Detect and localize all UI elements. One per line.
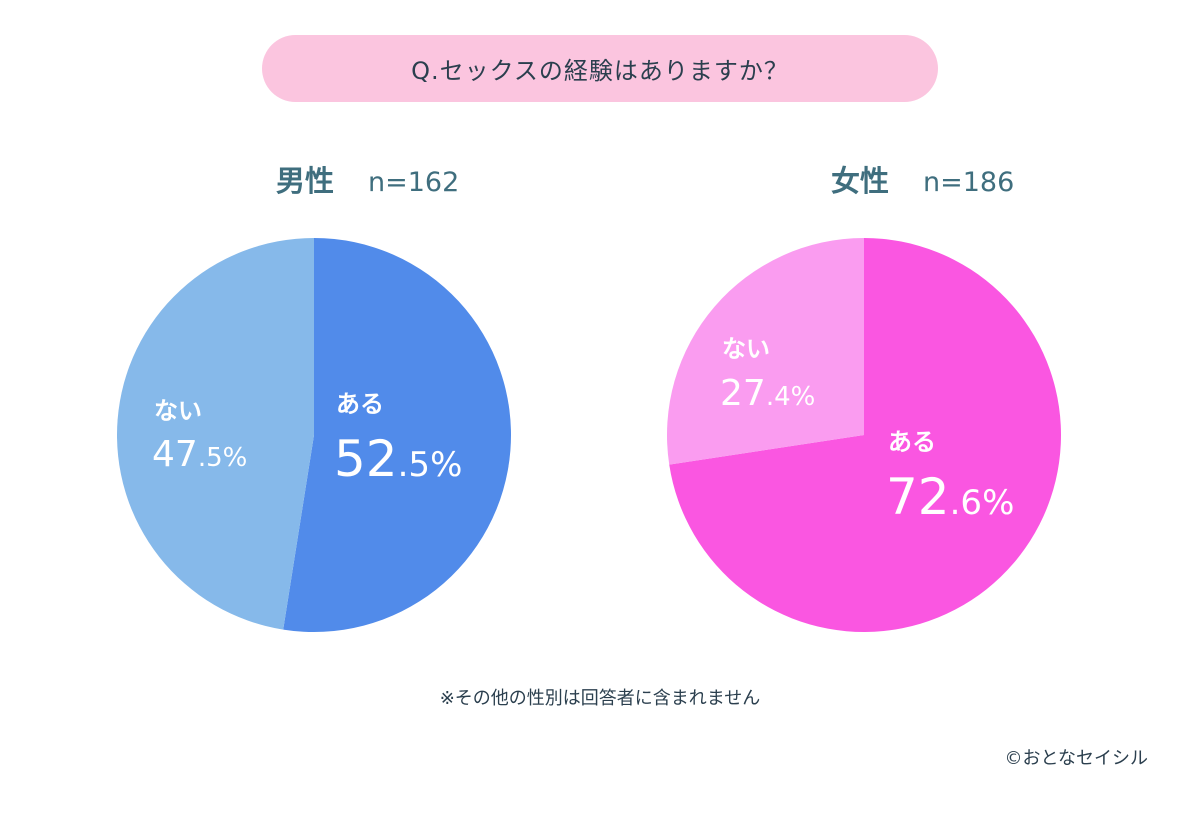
credit: ©おとなセイシル (1004, 748, 1148, 769)
female-pie-chart: ある 72.6% ない 27.4% (666, 238, 1062, 632)
male-slice-no-label: ない (154, 397, 202, 425)
female-chart-header: 女性 n=186 (831, 158, 1014, 198)
male-pie-chart: ある 52.5% ない 47.5% (117, 238, 511, 632)
male-slice-no-value: 47.5% (152, 434, 247, 475)
female-slice-yes-value: 72.6% (886, 468, 1014, 526)
footnote: ※その他の性別は回答者に含まれません (439, 688, 761, 709)
male-sample-size: n=162 (368, 167, 460, 198)
male-slice-yes-value: 52.5% (334, 430, 462, 488)
male-chart-header: 男性 n=162 (276, 158, 459, 198)
female-slice-yes (669, 238, 1062, 632)
question-banner: Q.セックスの経験はありますか？ (262, 35, 938, 102)
female-slice-yes-label: ある (888, 428, 936, 456)
male-slice-yes (283, 238, 511, 632)
male-slice-yes-label: ある (336, 390, 384, 418)
female-slice-no-label: ない (722, 335, 770, 363)
female-slice-no-value: 27.4% (720, 373, 815, 414)
female-sample-size: n=186 (923, 167, 1015, 198)
male-chart-title: 男性 (276, 164, 335, 198)
question-text: Q.セックスの経験はありますか？ (411, 57, 789, 85)
male-slice-no (117, 238, 314, 630)
female-chart-title: 女性 (831, 164, 890, 198)
female-slice-no (666, 238, 864, 465)
